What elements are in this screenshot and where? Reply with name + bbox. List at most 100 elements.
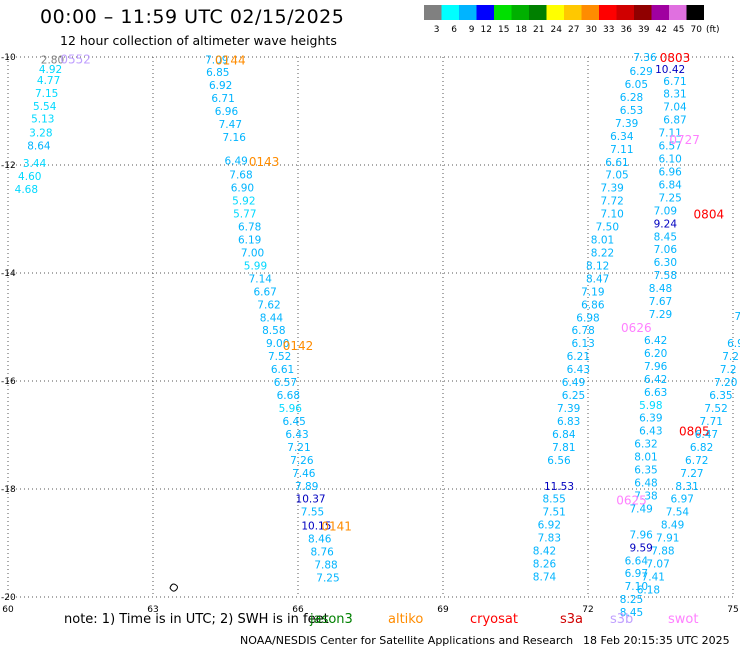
swh-value-label: 6.20 [644, 348, 667, 360]
swh-value-label: 7.96 [644, 361, 668, 373]
swh-value-label: 6.53 [620, 105, 643, 117]
pass-number-label: 0144 [215, 54, 246, 68]
swh-value-label: 6.42 [644, 374, 667, 386]
swh-value-label: 5.98 [639, 400, 662, 412]
swh-value-label: 7.27 [680, 468, 703, 480]
swh-value-label: 4.77 [37, 75, 60, 87]
swh-value-label: 7.16 [223, 132, 247, 144]
colorbar-tick-label: 36 [621, 25, 633, 35]
swh-value-label: 7.2 [720, 364, 737, 376]
colorbar-swatch [441, 5, 459, 20]
swh-value-label: 6.48 [634, 478, 657, 490]
swh-value-label: 7.25 [316, 573, 339, 585]
pass-number-label: 0804 [694, 208, 725, 222]
swh-value-label: 7.04 [663, 102, 687, 114]
colorbar-swatch [424, 5, 442, 20]
pass-number-label: 0626 [621, 321, 652, 335]
swh-value-label: 6.85 [206, 67, 229, 79]
colorbar-tick-label: 70 [691, 25, 703, 35]
swh-value-label: 10.37 [296, 494, 326, 506]
swh-value-label: 7.83 [538, 533, 561, 545]
swh-value-label: 6.61 [605, 157, 628, 169]
pass-number-label: 0805 [679, 425, 710, 439]
swh-value-label: 7.15 [35, 88, 58, 100]
swh-value-label: 6.45 [282, 416, 305, 428]
page-subtitle: 12 hour collection of altimeter wave hei… [60, 33, 337, 48]
swh-value-label: 4.68 [15, 184, 38, 196]
swh-value-label: 8.76 [310, 547, 334, 559]
swh-value-label: 6.30 [654, 257, 677, 269]
satellite-legend-item: altiko [388, 612, 424, 627]
swh-value-label: 6.43 [639, 426, 662, 438]
swh-value-label: 7.21 [287, 442, 310, 454]
pass-number-label: 0552 [60, 53, 91, 67]
swh-value-label: 7.20 [714, 377, 737, 389]
swh-value-label: 8.01 [634, 452, 657, 464]
pass-number-label: 0142 [283, 339, 314, 353]
swh-value-label: 7.58 [654, 270, 677, 282]
x-tick-label: 69 [437, 605, 449, 615]
swh-value-label: 6.84 [552, 429, 576, 441]
satellite-legend-item: jason3 [310, 612, 353, 627]
satellite-legend-item: s3a [560, 612, 584, 627]
swh-value-label: 7.2 [722, 351, 739, 363]
swh-value-label: 7.96 [629, 529, 653, 541]
pass-number-label: 0625 [616, 493, 647, 507]
colorbar-tick-label: 33 [603, 25, 614, 35]
colorbar-tick-label: 42 [656, 25, 667, 35]
swh-value-label: 6.21 [567, 351, 590, 363]
swh-value-label: 5.92 [232, 196, 255, 208]
swh-value-label: 7.11 [610, 144, 633, 156]
swh-value-label: 8.47 [586, 273, 609, 285]
swh-value-label: 6.49 [224, 156, 247, 168]
swh-value-label: 6.61 [271, 364, 294, 376]
swh-value-label: 7.89 [295, 481, 318, 493]
colorbar-tick-label: 3 [434, 25, 440, 35]
swh-value-label: 8.44 [260, 312, 284, 324]
swh-value-label: 4.92 [39, 64, 62, 76]
swh-value-label: 6.84 [658, 179, 682, 191]
swh-value-label: 6.10 [658, 154, 681, 166]
wave-height-colorbar: 3 6 9 12 15 18 21 24 27 30 33 36 39 42 45 70 (ft) [424, 5, 720, 35]
colorbar-swatch [459, 5, 477, 20]
swh-value-label: 7.26 [290, 455, 314, 467]
swh-value-label: 6.63 [644, 387, 667, 399]
swh-value-label: 6.39 [639, 413, 662, 425]
swh-value-label: 6.35 [709, 390, 732, 402]
swh-value-label: 7.51 [542, 507, 565, 519]
pass-number-label: 0803 [660, 51, 691, 65]
colorbar-swatch [616, 5, 634, 20]
swh-value-label: 8.45 [620, 607, 643, 619]
swh-value-label: 8.74 [533, 571, 557, 583]
swh-value-label: 6.57 [274, 377, 297, 389]
swh-value-label: 6.9 [727, 338, 740, 350]
swh-value-label: 8.64 [27, 141, 51, 153]
swh-value-label: 6.78 [571, 325, 594, 337]
x-tick-label: 66 [292, 605, 304, 615]
swh-value-label: 7.88 [314, 560, 337, 572]
swh-value-label: 6.92 [209, 80, 232, 92]
swh-value-label: 7.49 [629, 503, 652, 515]
swh-value-label: 6.78 [238, 222, 261, 234]
swh-value-label: 2.80 [41, 55, 64, 67]
swh-value-label: 7.09 [654, 205, 677, 217]
swh-value-label: 7.29 [649, 309, 672, 321]
swh-value-label: 6.90 [231, 183, 254, 195]
swh-value-label: 6.57 [658, 141, 681, 153]
pass-number-label: 0141 [321, 520, 352, 534]
swh-value-label: 7.09 [205, 55, 228, 67]
swh-value-label: 5.13 [31, 114, 54, 126]
swh-value-label: 6.67 [253, 286, 276, 298]
swh-value-label: 7.06 [654, 244, 678, 256]
swh-value-label: 7.39 [557, 403, 580, 415]
swh-value-label: 7.91 [656, 533, 679, 545]
colorbar-swatch [581, 5, 599, 20]
swh-value-label: 8.31 [675, 481, 698, 493]
swh-value-label: 6.72 [685, 455, 708, 467]
swh-value-label: 6.32 [634, 439, 657, 451]
swh-value-label: 7.10 [600, 209, 623, 221]
swh-value-label: 6.19 [238, 235, 261, 247]
swh-value-label: 6.97 [625, 568, 648, 580]
colorbar-swatch [546, 5, 564, 20]
